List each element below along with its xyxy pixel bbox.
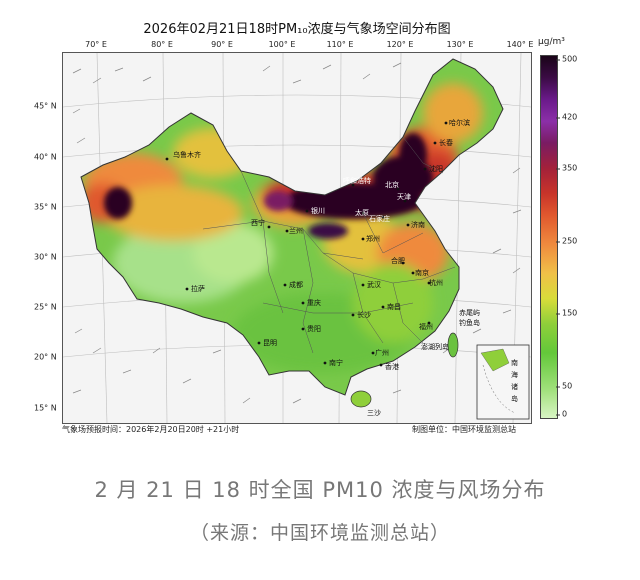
city-label: 昆明 [263, 339, 277, 347]
map-title: 2026年02月21日18时PM₁₀浓度与气象场空间分布图 [143, 22, 451, 37]
city-label: 长沙 [357, 310, 371, 319]
lat-label-25: 25° N [34, 302, 57, 312]
city-label: 赤尾屿 [459, 308, 480, 317]
city-label: 拉萨 [191, 284, 205, 293]
colorbar-tick: 150 [555, 308, 578, 318]
china-border [80, 58, 504, 396]
city-label: 南宁 [329, 358, 343, 367]
colorbar-tick: 420 [555, 112, 578, 122]
colorbar-tick: 0 [555, 409, 568, 419]
taiwan-island [447, 332, 459, 358]
city-label: 南昌 [387, 302, 401, 311]
lon-label-130: 130° E [446, 40, 474, 49]
city-label: 郑州 [366, 235, 380, 243]
map-panel: 南 海 诸 岛 乌鲁木齐 哈尔滨 长春 沈阳 呼和浩特 北京 天津 银川 太原 … [62, 52, 532, 424]
forecast-time-note: 气象场预报时间：2026年2月20日20时 +21小时 [62, 425, 240, 434]
caption-main: 2 月 21 日 18 时全国 PM10 浓度与风场分布 [94, 478, 546, 502]
city-label: 乌鲁木齐 [173, 150, 201, 159]
inset-label-1: 海 [511, 370, 518, 379]
colorbar-tick: 50 [555, 381, 573, 391]
city-label: 太原 [355, 208, 369, 217]
lon-label-140: 140° E [506, 40, 534, 49]
colorbar-unit: μg/m³ [538, 37, 565, 47]
lon-label-80: 80° E [151, 40, 173, 49]
lat-label-15: 15° N [34, 403, 57, 413]
lat-label-20: 20° N [34, 352, 57, 362]
city-label: 福州 [419, 322, 433, 331]
city-markers [165, 121, 448, 367]
city-label: 广州 [375, 348, 389, 357]
inset-label-0: 南 [511, 358, 518, 367]
lon-label-120: 120° E [386, 40, 414, 49]
lon-label-90: 90° E [211, 40, 233, 49]
lat-label-35: 35° N [34, 202, 57, 212]
city-label: 西宁 [251, 218, 265, 227]
city-label: 合肥 [391, 256, 405, 265]
lon-label-100: 100° E [268, 40, 296, 49]
city-label: 香港 [385, 362, 399, 371]
city-label: 三沙 [367, 409, 381, 417]
city-label: 杭州 [429, 278, 443, 287]
city-label: 长春 [439, 138, 453, 147]
wind-barbs [72, 62, 522, 404]
city-label: 沈阳 [429, 164, 443, 173]
city-label: 北京 [385, 180, 399, 189]
lat-label-30: 30° N [34, 252, 57, 262]
colorbar [540, 55, 558, 419]
caption-source: （来源：中国环境监测总站） [189, 522, 450, 544]
lat-label-45: 45° N [34, 101, 57, 111]
city-label: 哈尔滨 [449, 118, 470, 127]
city-label: 呼和浩特 [343, 176, 371, 185]
colorbar-tick: 500 [555, 54, 578, 64]
city-label: 贵阳 [307, 324, 321, 333]
city-label: 天津 [397, 193, 411, 201]
producer-note: 制图单位：中国环境监测总站 [412, 425, 516, 434]
city-label: 成都 [289, 280, 303, 289]
inset-label-3: 岛 [511, 394, 518, 403]
colorbar-tick: 350 [555, 163, 578, 173]
lon-label-70: 70° E [85, 40, 107, 49]
city-label: 南京 [415, 268, 429, 277]
pm10-map: 南 海 诸 岛 乌鲁木齐 哈尔滨 长春 沈阳 呼和浩特 北京 天津 银川 太原 … [63, 53, 531, 423]
pm10-field [81, 59, 503, 395]
city-label: 钓鱼岛 [459, 318, 480, 327]
lat-label-40: 40° N [34, 152, 57, 162]
lon-label-110: 110° E [326, 40, 354, 49]
city-label: 兰州 [289, 226, 303, 235]
city-label: 重庆 [307, 298, 321, 307]
colorbar-tick: 250 [555, 236, 578, 246]
city-label: 武汉 [367, 280, 381, 289]
province-borders [202, 136, 456, 354]
south-china-sea-inset: 南 海 诸 岛 [476, 344, 530, 420]
city-label: 澎湖列岛 [421, 342, 449, 351]
hainan-island [350, 390, 372, 408]
city-label: 石家庄 [369, 214, 390, 223]
city-label: 济南 [411, 220, 425, 229]
city-label: 银川 [311, 206, 325, 215]
inset-label-2: 诸 [511, 382, 518, 391]
